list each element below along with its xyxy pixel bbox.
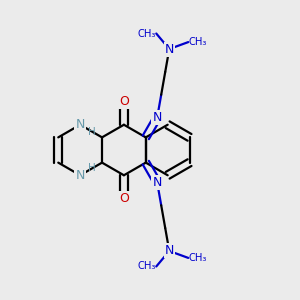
Text: CH₃: CH₃ <box>138 28 156 38</box>
Text: N: N <box>165 244 174 257</box>
Text: H: H <box>88 163 95 173</box>
Text: CH₃: CH₃ <box>188 253 207 263</box>
Text: N: N <box>152 176 162 189</box>
Text: H: H <box>88 127 95 137</box>
Text: N: N <box>76 118 85 131</box>
Text: O: O <box>119 191 129 205</box>
Text: N: N <box>152 111 162 124</box>
Text: CH₃: CH₃ <box>188 37 207 47</box>
Text: CH₃: CH₃ <box>138 262 156 272</box>
Text: O: O <box>119 95 129 109</box>
Text: N: N <box>76 169 85 182</box>
Text: N: N <box>165 43 174 56</box>
